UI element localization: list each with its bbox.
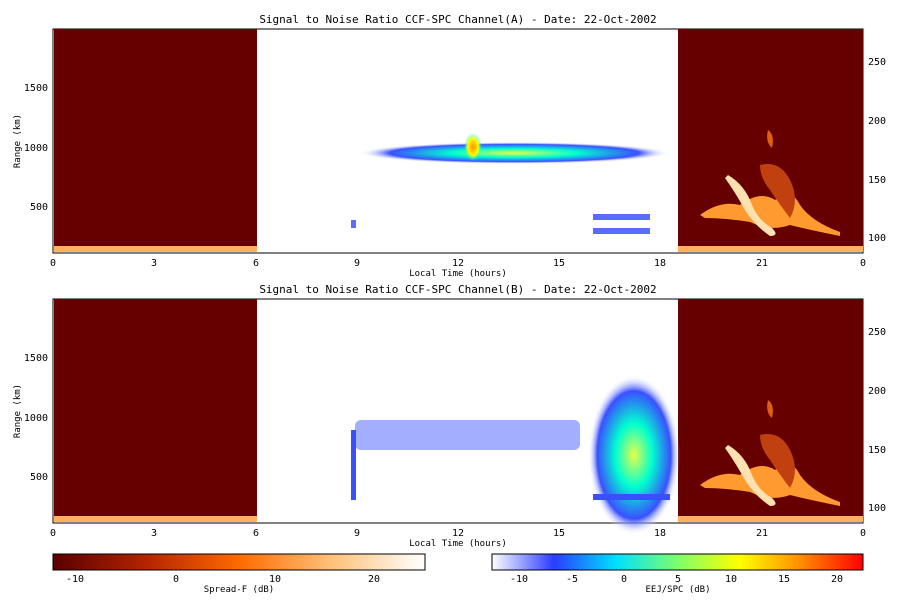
panel-b-right-ytick: 150 — [868, 445, 886, 456]
panel-b-spreadf-feature — [678, 400, 863, 522]
panel-b-right-ytick: 200 — [868, 386, 886, 397]
panel-a: Signal to Noise Ratio CCF-SPC Channel(A)… — [13, 13, 886, 279]
panel-b-layer-e — [355, 420, 580, 450]
colorbar-eej-tick: 5 — [675, 574, 681, 585]
panel-a-xtick: 18 — [654, 258, 666, 269]
panel-b-xtick: 0 — [860, 528, 866, 539]
panel-a-right-ytick: 200 — [868, 116, 886, 127]
panel-b-title: Signal to Noise Ratio CCF-SPC Channel(B)… — [259, 283, 656, 296]
colorbar-spreadf-tick: 20 — [368, 574, 380, 585]
panel-a-xlabel: Local Time (hours) — [409, 269, 507, 279]
panel-a-xtick: 9 — [354, 258, 360, 269]
panel-b-xlabel: Local Time (hours) — [409, 539, 507, 549]
colorbar-eej-label: EEJ/SPC (dB) — [645, 585, 710, 595]
panel-a-right-ytick: 150 — [868, 175, 886, 186]
colorbar-eej-tick: 0 — [621, 574, 627, 585]
colorbar-eej-tick: 15 — [778, 574, 790, 585]
colorbar-eej-bar — [491, 553, 864, 571]
panel-b-right-ytick: 100 — [868, 503, 886, 514]
colorbar-spreadf-tick: -10 — [66, 574, 84, 585]
panel-b-layer-low — [593, 494, 670, 500]
colorbar-eej-tick: -5 — [566, 574, 578, 585]
panel-a-right-y-ticks: 100 150 200 250 — [868, 57, 886, 244]
colorbar-spreadf-tick: 0 — [173, 574, 179, 585]
panel-b-xtick: 21 — [756, 528, 768, 539]
panel-a-xtick: 6 — [253, 258, 259, 269]
panel-a-right-ytick: 250 — [868, 57, 886, 68]
panel-b-ytick: 1000 — [24, 413, 48, 424]
panel-b-xtick: 9 — [354, 528, 360, 539]
panel-a-xtick: 21 — [756, 258, 768, 269]
panel-b-xtick: 18 — [654, 528, 666, 539]
panel-a-xtick: 12 — [452, 258, 464, 269]
panel-a-trace — [351, 220, 356, 228]
panel-b-layer-spc — [588, 375, 680, 535]
colorbar-eej-tick: 10 — [725, 574, 737, 585]
panel-b-xtick: 12 — [452, 528, 464, 539]
colorbar-spreadf-tick: 10 — [269, 574, 281, 585]
panel-a-ytick: 1000 — [24, 143, 48, 154]
panel-a-spreadf-left-base — [54, 246, 257, 252]
panel-b-right-ytick: 250 — [868, 327, 886, 338]
panel-a-xtick: 15 — [553, 258, 565, 269]
colorbar-eej-tick: 20 — [831, 574, 843, 585]
panel-b-right-y-ticks: 100 150 200 250 — [868, 327, 886, 514]
colorbar-spreadf-bar — [52, 553, 426, 571]
panel-a-x-ticks: 0 3 6 9 12 15 18 21 0 — [50, 258, 866, 269]
panel-a-xtick: 0 — [860, 258, 866, 269]
panel-a-title: Signal to Noise Ratio CCF-SPC Channel(A)… — [259, 13, 656, 26]
panel-a-xtick: 3 — [151, 258, 157, 269]
panel-a-spreadf-left — [54, 29, 257, 252]
colorbar-spreadf: -10 0 10 20 Spread-F (dB) — [52, 553, 426, 595]
panel-b-trace — [351, 430, 356, 500]
panel-b-ytick: 1500 — [24, 353, 48, 364]
panel-b-ytick: 500 — [30, 472, 48, 483]
panel-b-spreadf-left-base — [54, 516, 257, 522]
panel-a-xtick: 0 — [50, 258, 56, 269]
panel-b-xtick: 6 — [253, 528, 259, 539]
panel-a-layer-peak — [464, 133, 482, 161]
panel-b: Signal to Noise Ratio CCF-SPC Channel(B)… — [13, 283, 886, 549]
panel-a-layer-low1 — [593, 214, 650, 220]
colorbar-eej: -10 -5 0 5 10 15 20 EEJ/SPC (dB) — [491, 553, 864, 595]
panel-a-ylabel: Range (km) — [13, 114, 23, 168]
panel-a-ytick: 1500 — [24, 83, 48, 94]
panel-a-right-ytick: 100 — [868, 233, 886, 244]
colorbar-eej-tick: -10 — [510, 574, 528, 585]
panel-b-xtick: 15 — [553, 528, 565, 539]
panel-a-layer-low2 — [593, 228, 650, 234]
panel-b-xtick: 0 — [50, 528, 56, 539]
panel-b-spreadf-left — [54, 299, 257, 522]
panel-a-spreadf-feature — [678, 130, 863, 252]
panel-b-x-ticks: 0 3 6 9 12 15 18 21 0 — [50, 528, 866, 539]
panel-a-ytick: 500 — [30, 202, 48, 213]
panel-b-ylabel: Range (km) — [13, 384, 23, 438]
panel-a-y-ticks: 500 1000 1500 — [24, 83, 48, 213]
panel-a-layer-e — [359, 142, 670, 164]
panel-b-xtick: 3 — [151, 528, 157, 539]
panel-b-y-ticks: 500 1000 1500 — [24, 353, 48, 483]
colorbar-spreadf-label: Spread-F (dB) — [204, 585, 274, 595]
